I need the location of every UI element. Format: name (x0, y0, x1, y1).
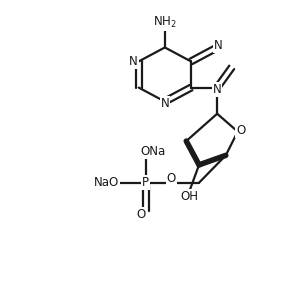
Text: P: P (142, 176, 149, 189)
Text: O: O (236, 124, 245, 136)
Text: ONa: ONa (140, 145, 166, 158)
Text: OH: OH (180, 190, 198, 202)
Text: O: O (136, 208, 146, 221)
Text: N: N (129, 55, 138, 68)
Text: O: O (167, 172, 176, 185)
Text: N: N (214, 40, 223, 52)
Text: NH$_2$: NH$_2$ (153, 15, 177, 30)
Text: N: N (160, 97, 169, 110)
Text: N: N (213, 82, 221, 96)
Text: NaO: NaO (93, 176, 118, 189)
